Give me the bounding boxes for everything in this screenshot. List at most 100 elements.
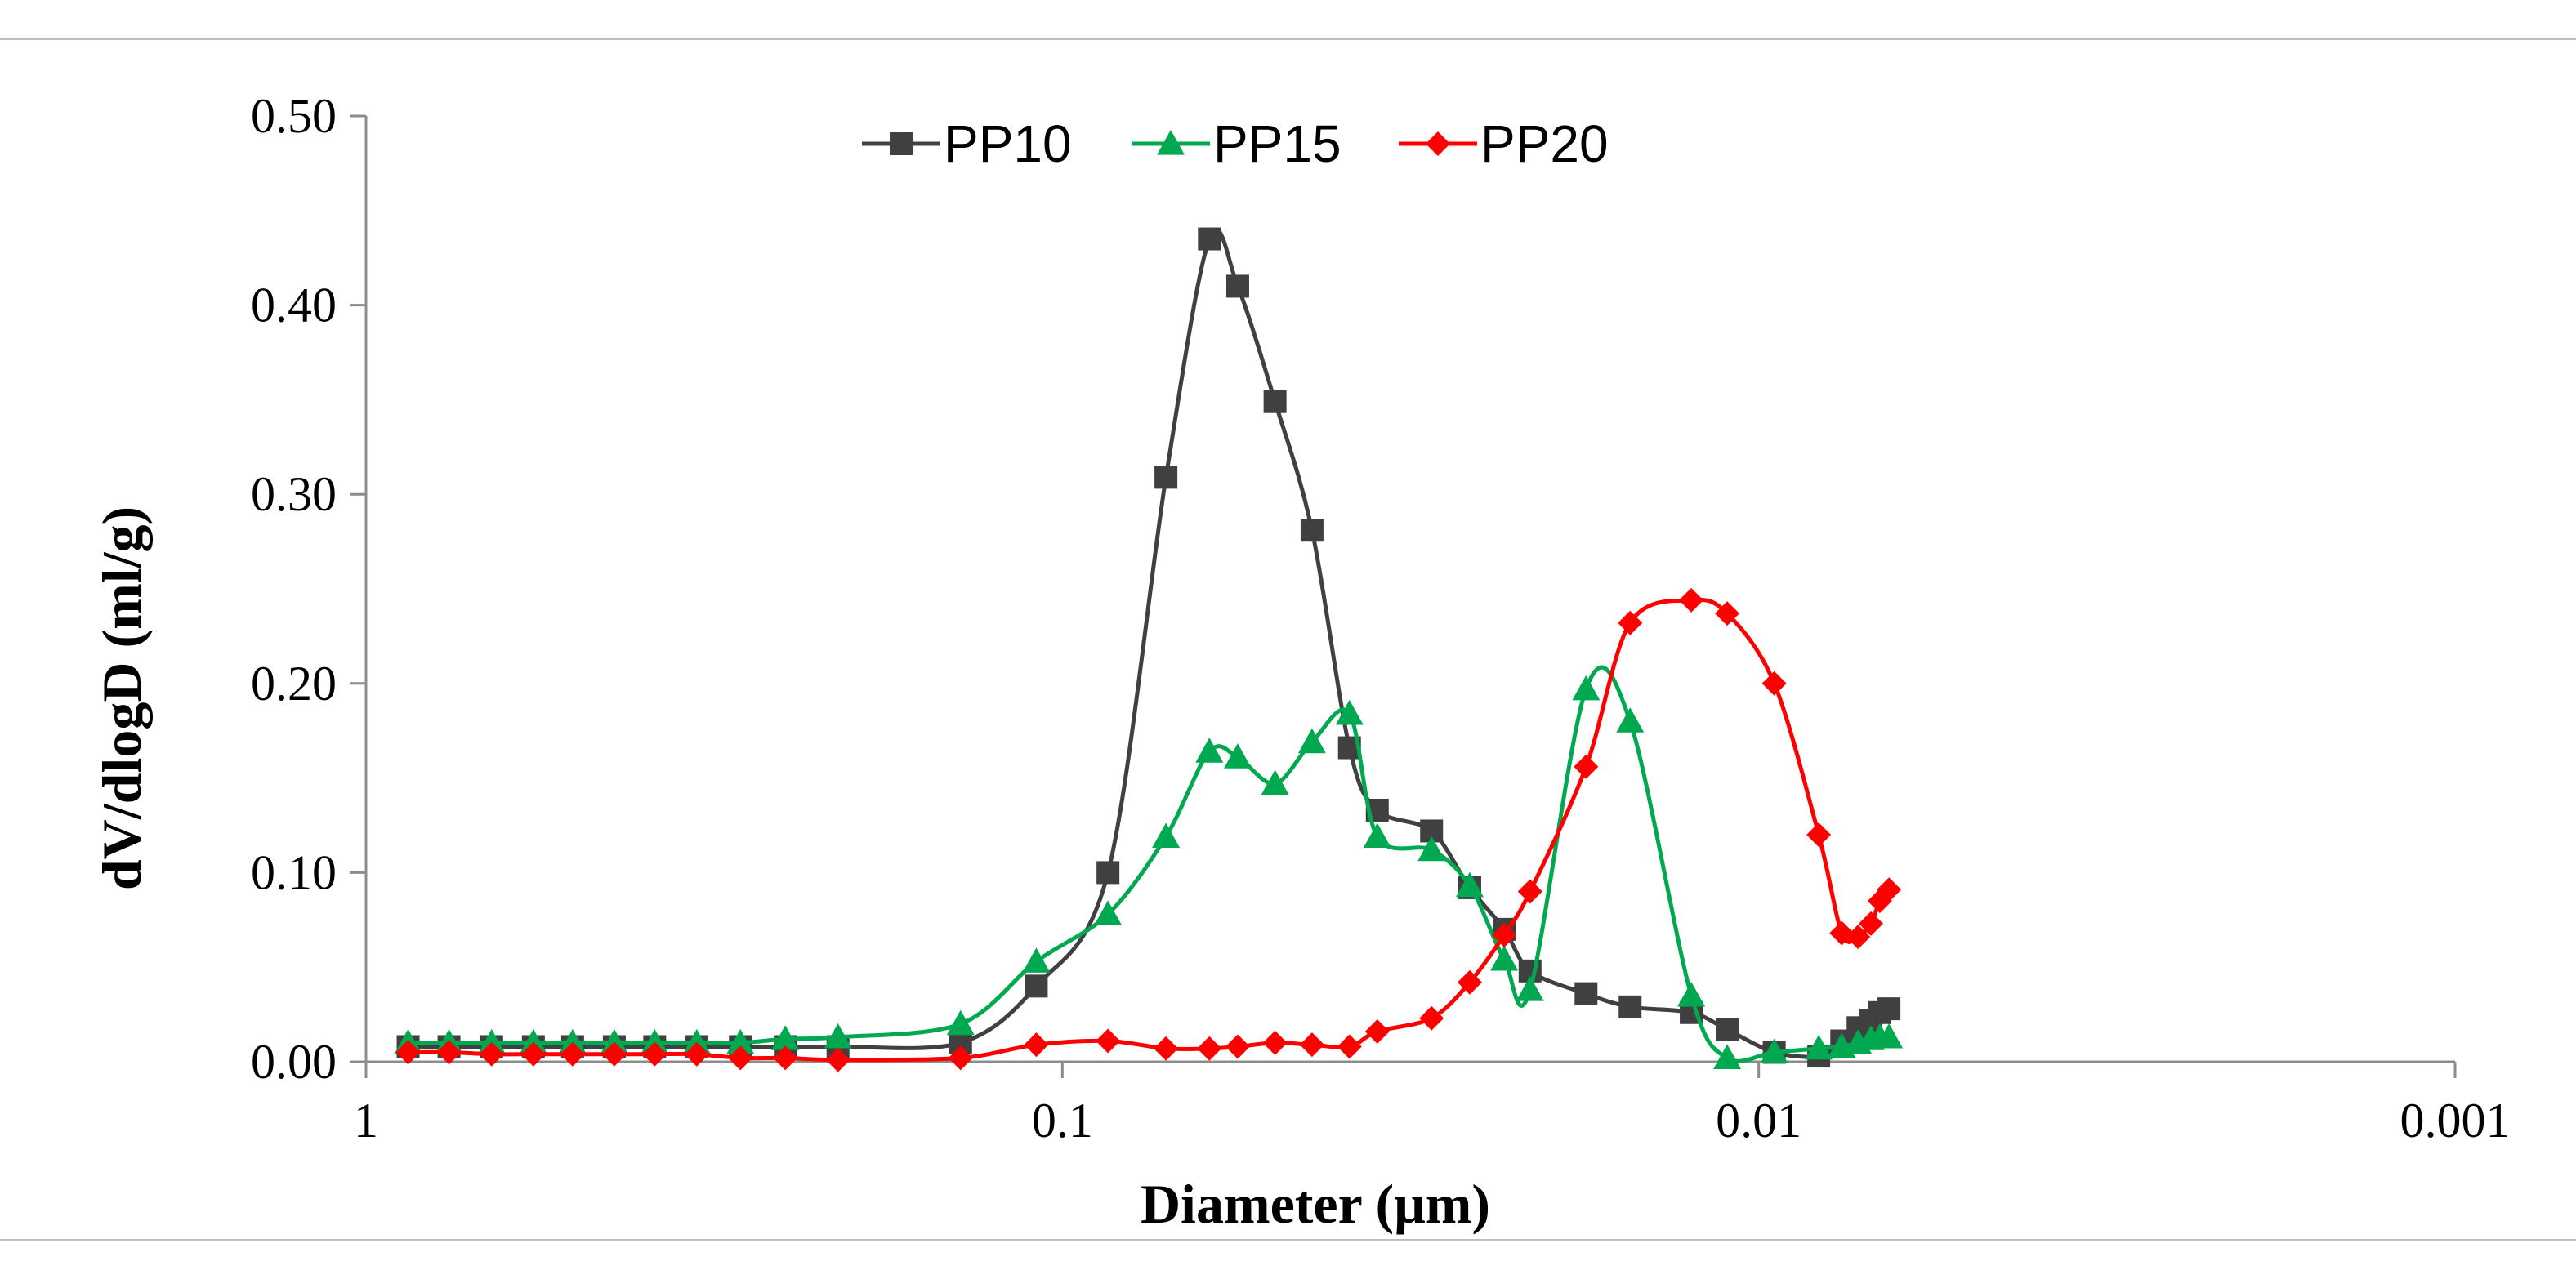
legend-marker-pp20 bbox=[1426, 131, 1450, 156]
data-point-pp15 bbox=[1152, 822, 1181, 848]
data-point-pp20 bbox=[1492, 922, 1517, 947]
legend-marker-pp10 bbox=[890, 132, 913, 155]
y-tick-label: 0.40 bbox=[251, 279, 337, 332]
data-point-pp20 bbox=[948, 1045, 973, 1071]
data-point-pp15 bbox=[641, 1028, 669, 1054]
data-point-pp15 bbox=[1335, 699, 1364, 725]
data-point-pp15 bbox=[1875, 1023, 1904, 1049]
data-point-pp20 bbox=[520, 1041, 546, 1067]
data-point-pp20 bbox=[1517, 879, 1542, 904]
data-point-pp15 bbox=[1094, 900, 1123, 925]
data-point-pp15 bbox=[1713, 1044, 1742, 1069]
data-point-pp20 bbox=[1574, 754, 1599, 779]
data-point-pp15 bbox=[477, 1028, 506, 1054]
y-tick-label: 0.50 bbox=[251, 89, 337, 143]
data-point-pp10 bbox=[1096, 861, 1120, 885]
legend-item-pp20: PP20 bbox=[1399, 114, 1609, 173]
series-pp20 bbox=[395, 587, 1902, 1072]
legend-label-pp10: PP10 bbox=[944, 114, 1072, 173]
data-point-pp15 bbox=[1022, 947, 1051, 973]
data-point-pp15 bbox=[1490, 945, 1519, 971]
data-point-pp20 bbox=[1096, 1028, 1121, 1054]
data-point-pp20 bbox=[773, 1045, 798, 1071]
data-point-pp20 bbox=[1679, 587, 1704, 613]
data-point-pp10 bbox=[1716, 1018, 1739, 1041]
data-point-pp20 bbox=[1877, 877, 1902, 902]
series-line-pp20 bbox=[408, 597, 1891, 1063]
data-point-pp15 bbox=[1363, 822, 1391, 848]
x-tick-label: 1 bbox=[354, 1094, 378, 1148]
data-point-pp10 bbox=[1198, 227, 1221, 251]
x-tick-label: 0.001 bbox=[2400, 1094, 2511, 1148]
y-tick-label: 0.10 bbox=[251, 845, 337, 899]
data-point-pp20 bbox=[642, 1041, 667, 1067]
data-point-pp10 bbox=[1574, 982, 1598, 1005]
legend: PP10 PP15 PP20 bbox=[862, 114, 1609, 173]
axes: 0.00 0.10 0.20 0.30 0.40 0.50 1 0.1 0.01 0.001 bbox=[251, 89, 2511, 1148]
legend-item-pp10: PP10 bbox=[862, 114, 1072, 173]
data-point-pp15 bbox=[1223, 743, 1252, 769]
data-point-pp15 bbox=[1455, 871, 1484, 898]
data-point-pp20 bbox=[1024, 1032, 1049, 1058]
legend-label-pp15: PP15 bbox=[1213, 114, 1342, 173]
data-point-pp15 bbox=[1261, 769, 1289, 795]
data-point-pp15 bbox=[1195, 738, 1224, 763]
data-point-pp20 bbox=[825, 1047, 850, 1072]
data-point-pp20 bbox=[1846, 925, 1871, 950]
data-point-pp20 bbox=[684, 1041, 709, 1067]
x-tick-label: 0.01 bbox=[1716, 1094, 1801, 1148]
data-point-pp10 bbox=[1025, 974, 1048, 998]
data-point-pp20 bbox=[1829, 920, 1855, 946]
data-point-pp20 bbox=[1457, 969, 1482, 995]
data-point-pp15 bbox=[726, 1028, 755, 1054]
data-point-pp20 bbox=[1761, 671, 1787, 696]
data-point-pp20 bbox=[1618, 610, 1643, 635]
legend-label-pp20: PP20 bbox=[1480, 114, 1609, 173]
data-point-pp15 bbox=[1516, 975, 1544, 1001]
y-axis-title: dV/dlogD (ml/g) bbox=[91, 506, 153, 890]
data-point-pp20 bbox=[1299, 1032, 1324, 1058]
data-point-pp15 bbox=[1297, 728, 1326, 754]
data-point-pp15 bbox=[824, 1023, 852, 1049]
y-tick-label: 0.30 bbox=[251, 467, 337, 521]
data-point-pp20 bbox=[1419, 1005, 1444, 1031]
data-point-pp15 bbox=[558, 1028, 587, 1054]
data-point-pp15 bbox=[1417, 836, 1446, 862]
legend-marker-pp15 bbox=[1157, 130, 1185, 155]
data-point-pp20 bbox=[601, 1041, 627, 1067]
data-point-pp15 bbox=[1616, 707, 1645, 733]
data-point-pp15 bbox=[1760, 1038, 1788, 1064]
data-point-pp20 bbox=[1262, 1030, 1288, 1055]
y-tick-label: 0.00 bbox=[251, 1035, 337, 1089]
data-point-pp20 bbox=[1225, 1034, 1250, 1059]
data-point-pp10 bbox=[1154, 466, 1178, 489]
legend-item-pp15: PP15 bbox=[1132, 114, 1342, 173]
data-point-pp10 bbox=[1263, 390, 1287, 413]
data-point-pp20 bbox=[1806, 822, 1832, 848]
data-point-pp15 bbox=[682, 1028, 711, 1054]
data-point-pp15 bbox=[519, 1028, 547, 1054]
data-point-pp10 bbox=[1877, 997, 1901, 1021]
data-point-pp10 bbox=[1300, 519, 1324, 542]
data-point-pp20 bbox=[1859, 911, 1884, 936]
data-point-pp20 bbox=[1715, 601, 1740, 626]
data-point-pp20 bbox=[479, 1041, 504, 1067]
series-layer bbox=[394, 227, 1904, 1072]
data-point-pp20 bbox=[1364, 1018, 1390, 1044]
data-point-pp20 bbox=[436, 1040, 462, 1065]
x-axis-title: Diameter (μm) bbox=[1141, 1173, 1490, 1235]
data-point-pp10 bbox=[1618, 995, 1642, 1018]
data-point-pp15 bbox=[946, 1009, 975, 1036]
data-point-pp15 bbox=[1677, 981, 1706, 1007]
data-point-pp15 bbox=[1572, 675, 1601, 701]
data-point-pp20 bbox=[728, 1045, 753, 1071]
data-point-pp10 bbox=[1225, 274, 1249, 298]
data-point-pp15 bbox=[1805, 1034, 1833, 1060]
y-tick-label: 0.20 bbox=[251, 657, 337, 711]
data-point-pp20 bbox=[1154, 1036, 1179, 1061]
data-point-pp20 bbox=[1337, 1034, 1362, 1059]
x-tick-label: 0.1 bbox=[1032, 1094, 1093, 1148]
data-point-pp20 bbox=[1197, 1036, 1222, 1061]
data-point-pp20 bbox=[560, 1041, 585, 1067]
